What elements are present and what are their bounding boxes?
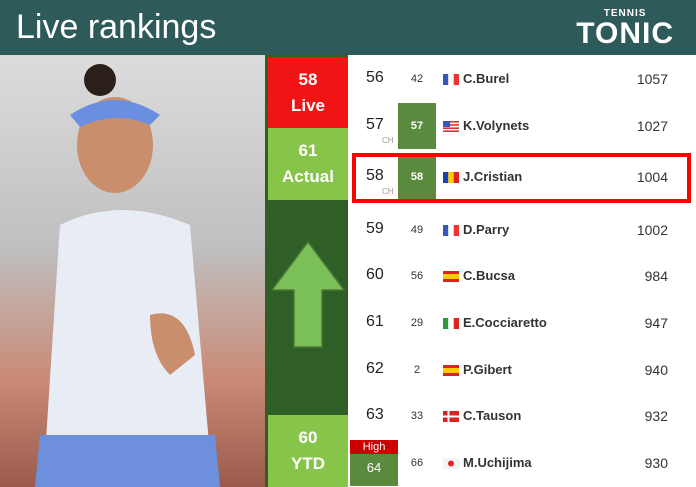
flag-it-icon (443, 318, 459, 329)
rank: 56 (366, 69, 384, 86)
previous-rank: 56 (410, 270, 424, 282)
previous-rank: 42 (410, 73, 424, 85)
previous-rank: 2 (413, 364, 421, 376)
flag-dk-icon (443, 411, 459, 422)
flag-fr-icon (443, 225, 459, 236)
points: 984 (644, 268, 668, 284)
player-name[interactable]: D.Parry (463, 222, 510, 237)
up-arrow-icon (270, 240, 346, 348)
points: 1027 (636, 118, 668, 134)
points: 940 (644, 362, 668, 378)
table-row[interactable]: 56 42 C.Burel 1057 (348, 56, 696, 102)
tennistonic-logo: TENNIS TONIC (576, 8, 674, 49)
previous-rank: 33 (410, 410, 424, 422)
live-rank: 58 (298, 69, 318, 89)
player-name[interactable]: C.Tauson (463, 408, 522, 423)
table-row[interactable]: 63 33 C.Tauson 932 (348, 393, 696, 439)
career-high-badge: High 64 (350, 440, 398, 486)
previous-rank: 58 (398, 154, 436, 200)
flag-ro-icon (443, 172, 459, 183)
table-row[interactable]: High 64 66 M.Uchijima 930 (348, 440, 696, 486)
rank: 57 (366, 116, 384, 133)
live-label: Live (290, 95, 326, 115)
previous-rank: 66 (410, 457, 424, 469)
points: 932 (644, 408, 668, 424)
table-row[interactable]: 59 49 D.Parry 1002 (348, 207, 696, 253)
ytd-label: YTD (291, 454, 325, 473)
flag-es-icon (443, 365, 459, 376)
player-name[interactable]: J.Cristian (463, 169, 523, 184)
rank: 62 (366, 360, 384, 377)
table-row[interactable]: 57 CH 57 K.Volynets 1027 (348, 103, 696, 149)
flag-es-icon (443, 271, 459, 282)
points: 1004 (636, 169, 668, 185)
logo-main: TONIC (576, 17, 674, 50)
header: Live rankings TENNIS TONIC (0, 0, 696, 55)
ch-label: CH (382, 187, 394, 196)
rank: 63 (366, 406, 384, 423)
rank: 59 (366, 220, 384, 237)
flag-us-icon (443, 121, 459, 132)
points: 1002 (636, 222, 668, 238)
previous-rank: 29 (410, 317, 424, 329)
ch-label: CH (382, 136, 394, 145)
player-name[interactable]: K.Volynets (463, 118, 530, 133)
table-row[interactable]: 62 2 P.Gibert 940 (348, 347, 696, 393)
ytd-rank-box: 60 YTD (268, 415, 348, 487)
player-name[interactable]: E.Cocciaretto (463, 315, 547, 330)
ytd-rank: 60 (298, 428, 318, 447)
previous-rank: 49 (410, 224, 424, 236)
rank: 60 (366, 266, 384, 283)
actual-label: Actual (282, 167, 334, 186)
points: 947 (644, 315, 668, 331)
player-photo (0, 55, 265, 487)
logo-top: TENNIS (603, 8, 647, 19)
actual-rank-box: 61 Actual (268, 128, 348, 200)
page-title: Live rankings (16, 8, 217, 46)
points: 930 (644, 455, 668, 471)
player-name[interactable]: P.Gibert (463, 362, 512, 377)
player-name[interactable]: M.Uchijima (463, 455, 532, 470)
actual-rank: 61 (298, 141, 318, 160)
player-name[interactable]: C.Burel (463, 71, 510, 86)
rank-summary-panel: 58 Live 61 Actual 60 YTD (265, 55, 348, 487)
high-label: High (350, 440, 398, 454)
table-row[interactable]: 61 29 E.Cocciaretto 947 (348, 300, 696, 346)
rank: 58 (366, 167, 384, 184)
table-row[interactable]: 58 CH 58 J.Cristian 1004 (348, 154, 696, 200)
rank: 61 (366, 313, 384, 330)
live-rank-box: 58 Live (268, 57, 348, 128)
rank: 64 (366, 460, 382, 475)
table-row[interactable]: 60 56 C.Bucsa 984 (348, 253, 696, 299)
flag-jp-icon (443, 458, 459, 469)
points: 1057 (636, 71, 668, 87)
previous-rank: 57 (398, 103, 436, 149)
flag-fr-icon (443, 74, 459, 85)
rankings-table: 56 42 C.Burel 1057 57 CH 57 K.Volynets 1027 58 CH 5… (348, 55, 696, 487)
player-name[interactable]: C.Bucsa (463, 268, 516, 283)
